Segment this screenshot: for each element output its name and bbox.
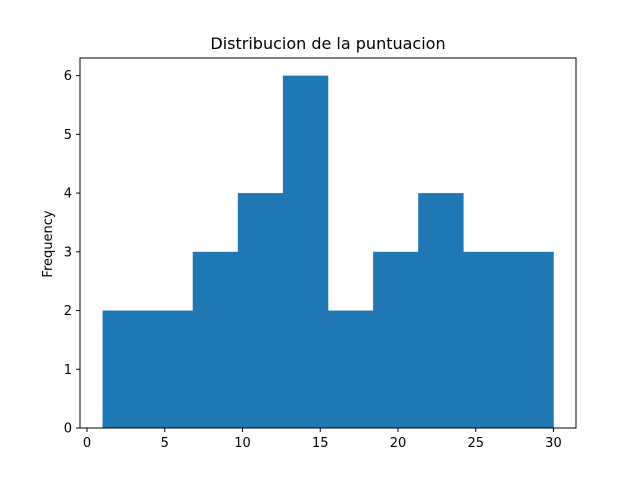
y-tick-label: 6 bbox=[64, 69, 72, 84]
x-tick-label: 10 bbox=[234, 436, 251, 451]
histogram-bar bbox=[192, 251, 239, 428]
histogram-bar bbox=[282, 75, 329, 428]
y-axis-ticks: 0 1 2 3 4 5 6 bbox=[64, 69, 80, 437]
histogram-bar bbox=[328, 310, 374, 428]
y-tick-label: 4 bbox=[64, 187, 72, 202]
x-axis-ticks: 0 5 10 15 20 25 30 bbox=[83, 428, 562, 451]
x-tick-label: 30 bbox=[545, 436, 562, 451]
y-tick-label: 0 bbox=[64, 422, 72, 437]
y-axis-label: Frequency bbox=[41, 210, 56, 277]
y-tick-label: 2 bbox=[64, 304, 72, 319]
histogram-bar bbox=[463, 251, 509, 428]
y-tick-label: 3 bbox=[64, 245, 72, 260]
histogram-bar bbox=[147, 310, 194, 428]
histogram-bar bbox=[508, 251, 554, 428]
chart-title: Distribucion de la puntuacion bbox=[210, 34, 445, 53]
x-tick-label: 20 bbox=[390, 436, 407, 451]
plot-frame bbox=[79, 57, 577, 429]
y-tick-label: 5 bbox=[64, 128, 72, 143]
y-tick-label: 1 bbox=[64, 363, 72, 378]
histogram-bar bbox=[237, 193, 284, 428]
x-tick-label: 25 bbox=[467, 436, 484, 451]
histogram-bar bbox=[418, 193, 464, 428]
x-tick-label: 15 bbox=[312, 436, 329, 451]
x-tick-label: 0 bbox=[83, 436, 91, 451]
bars-group bbox=[102, 75, 554, 428]
histogram-bar bbox=[373, 251, 419, 428]
histogram-bar bbox=[102, 310, 148, 428]
x-tick-label: 5 bbox=[161, 436, 169, 451]
